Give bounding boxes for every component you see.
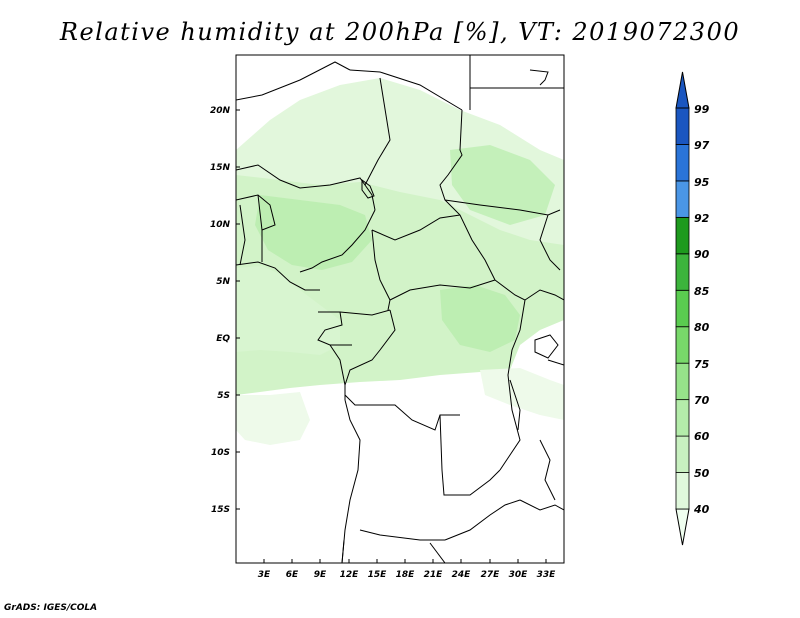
colorbar-segment — [675, 216, 690, 255]
colorbar-label: 92 — [694, 212, 710, 225]
colorbar-segment — [675, 472, 690, 510]
border-mozambique — [519, 499, 564, 511]
lon-label: 27E — [481, 570, 501, 580]
border-ethiopia-southsudan — [539, 214, 561, 271]
lon-label: 24E — [452, 570, 472, 580]
border-congo-drc — [344, 309, 396, 386]
colorbar-segment — [675, 289, 690, 328]
border-cameroon-car — [371, 229, 391, 311]
coast-south-angola — [341, 539, 345, 563]
lon-label: 18E — [396, 570, 416, 580]
humidity-region-south — [236, 392, 310, 445]
border-drc-angola — [344, 394, 460, 431]
colorbar-label: 97 — [694, 139, 710, 152]
border-lake-tanganyika — [509, 379, 521, 431]
colorbar-label: 60 — [694, 430, 710, 443]
colorbar-label: 40 — [693, 503, 710, 516]
colorbar-label: 85 — [694, 285, 710, 298]
lat-label: 10N — [210, 220, 231, 230]
border-angola-coast — [341, 399, 361, 563]
colorbar-label: 80 — [694, 321, 710, 334]
congo-river-mouth — [329, 344, 346, 400]
lon-label: 30E — [509, 570, 529, 580]
border-algeria-niger — [236, 61, 351, 101]
colorbar-label: 75 — [694, 358, 710, 371]
lon-label: 3E — [258, 570, 271, 580]
colorbar-segment — [675, 107, 690, 145]
border-angola-zambia — [439, 414, 501, 496]
colorbar — [675, 71, 690, 546]
humidity-region-southeast — [480, 368, 564, 420]
border-drc-east — [494, 279, 526, 471]
border-angola-namibia — [359, 529, 445, 541]
colorbar-segment — [675, 180, 690, 218]
lat-label: 20N — [210, 106, 231, 116]
map-frame — [235, 54, 565, 564]
colorbar-under-arrow — [675, 508, 690, 546]
colorbar-over-arrow — [675, 71, 690, 109]
border-uganda-kenya — [524, 289, 564, 301]
humidity-region-strong-north — [450, 145, 555, 225]
lat-label: 15S — [211, 505, 230, 515]
border-libya — [349, 69, 463, 111]
lon-label: 9E — [314, 570, 327, 580]
colorbar-segment — [675, 399, 690, 437]
border-cameroon-gabon — [318, 309, 391, 316]
lake-chad — [361, 179, 375, 199]
colorbar-segment — [675, 253, 690, 291]
colorbar-segment — [675, 362, 690, 401]
border-tanzania — [547, 359, 564, 366]
border-car-drc — [389, 279, 496, 301]
lat-label: 10S — [211, 448, 230, 458]
lon-label: 12E — [340, 570, 360, 580]
grads-credit: GrADS: IGES/COLA — [4, 603, 98, 613]
lat-label: EQ — [216, 334, 230, 344]
lon-label: 21E — [424, 570, 444, 580]
latitude-ticks — [236, 109, 240, 510]
border-ghana — [239, 204, 246, 266]
colorbar-segment — [675, 326, 690, 364]
colorbar-label: 99 — [694, 103, 710, 116]
lat-label: 5N — [216, 277, 230, 287]
colorbar-segment — [675, 144, 690, 182]
colorbar-label: 90 — [694, 248, 710, 261]
border-malawi — [539, 439, 556, 501]
lon-label: 33E — [537, 570, 557, 580]
border-niger-nigeria — [236, 164, 366, 189]
border-niger-chad — [364, 77, 391, 211]
colorbar-label: 70 — [694, 394, 710, 407]
border-chad-east — [439, 109, 496, 281]
humidity-region-strong — [255, 195, 372, 270]
colorbar-segment — [675, 435, 690, 473]
border-nigeria-cameroon — [299, 209, 376, 273]
humidity-region-strong-east — [440, 285, 520, 352]
border-namibia — [429, 542, 446, 563]
chart-title: Relative humidity at 200hPa [%], VT: 201… — [59, 18, 741, 46]
lon-label: 15E — [368, 570, 388, 580]
longitude-axis: 3E 6E 9E 12E 15E 18E 21E 24E 27E 30E 33E — [258, 570, 556, 580]
country-borders — [236, 55, 564, 563]
border-zambia-zimbabwe — [444, 499, 521, 541]
lat-label: 5S — [217, 391, 230, 401]
humidity-region-westcoast — [236, 266, 340, 355]
lat-label: 15N — [210, 163, 231, 173]
border-lake-victoria — [534, 334, 559, 359]
colorbar-label: 50 — [694, 467, 710, 480]
lon-label: 6E — [286, 570, 299, 580]
colorbar-labels: 40 50 60 70 75 80 85 90 92 95 97 99 — [693, 103, 710, 516]
longitude-ticks — [263, 559, 547, 563]
border-burkina — [236, 194, 276, 231]
border-sudan-southsudan — [444, 199, 561, 216]
coastline-west-africa — [236, 261, 320, 291]
colorbar-label: 95 — [694, 176, 710, 189]
border-chad-car — [371, 214, 461, 241]
humidity-shading — [236, 78, 564, 445]
border-gabon-congo — [317, 311, 352, 346]
latitude-axis: 20N 15N 10N 5N EQ 5S 10S 15S — [210, 106, 231, 515]
border-eritrea — [529, 69, 549, 86]
